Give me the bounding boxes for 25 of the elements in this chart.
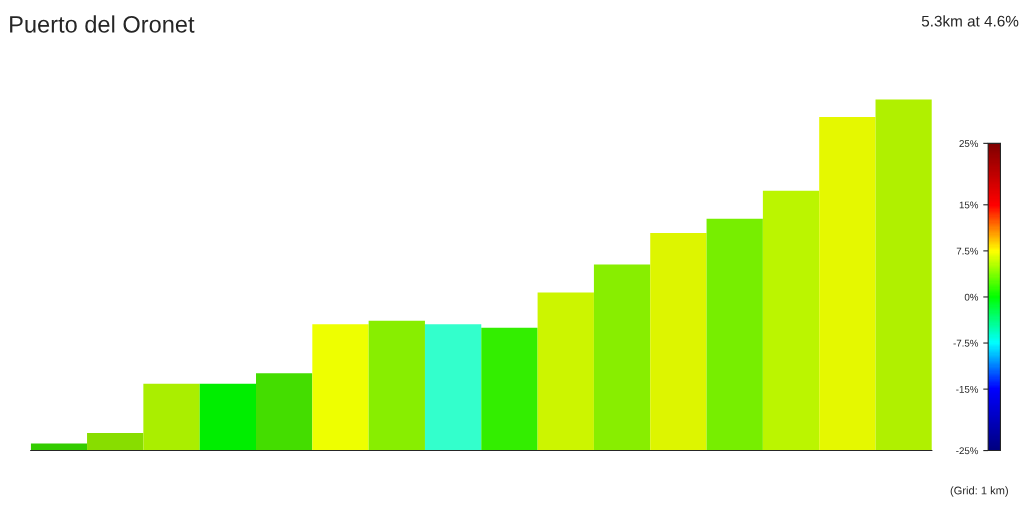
chart-title: Puerto del Oronet [10, 15, 195, 33]
bar [481, 327, 538, 451]
bar [87, 433, 144, 451]
color-bar-label: -7.5% [953, 339, 979, 347]
text: 5.3km at 4.6% [921, 15, 1019, 27]
bar [256, 373, 313, 451]
bar [368, 320, 425, 451]
color-bar-label: -15% [956, 385, 979, 393]
bar [424, 324, 482, 451]
bar [819, 117, 876, 451]
bar [593, 264, 651, 451]
bar [762, 190, 820, 451]
bar [312, 324, 369, 451]
text: (Grid: 1 km) [950, 486, 1008, 497]
bar [875, 99, 932, 451]
color-bar-label: 0% [964, 293, 979, 301]
bar [537, 292, 594, 451]
color-bar-label: 15% [959, 201, 979, 209]
color-bar-label: -25% [956, 447, 979, 455]
bar [143, 383, 200, 451]
color-bar-label: 7.5% [956, 247, 979, 255]
bar [706, 218, 763, 451]
color-bar-label: 25% [959, 140, 979, 147]
bar [199, 383, 256, 451]
bar [650, 232, 707, 451]
